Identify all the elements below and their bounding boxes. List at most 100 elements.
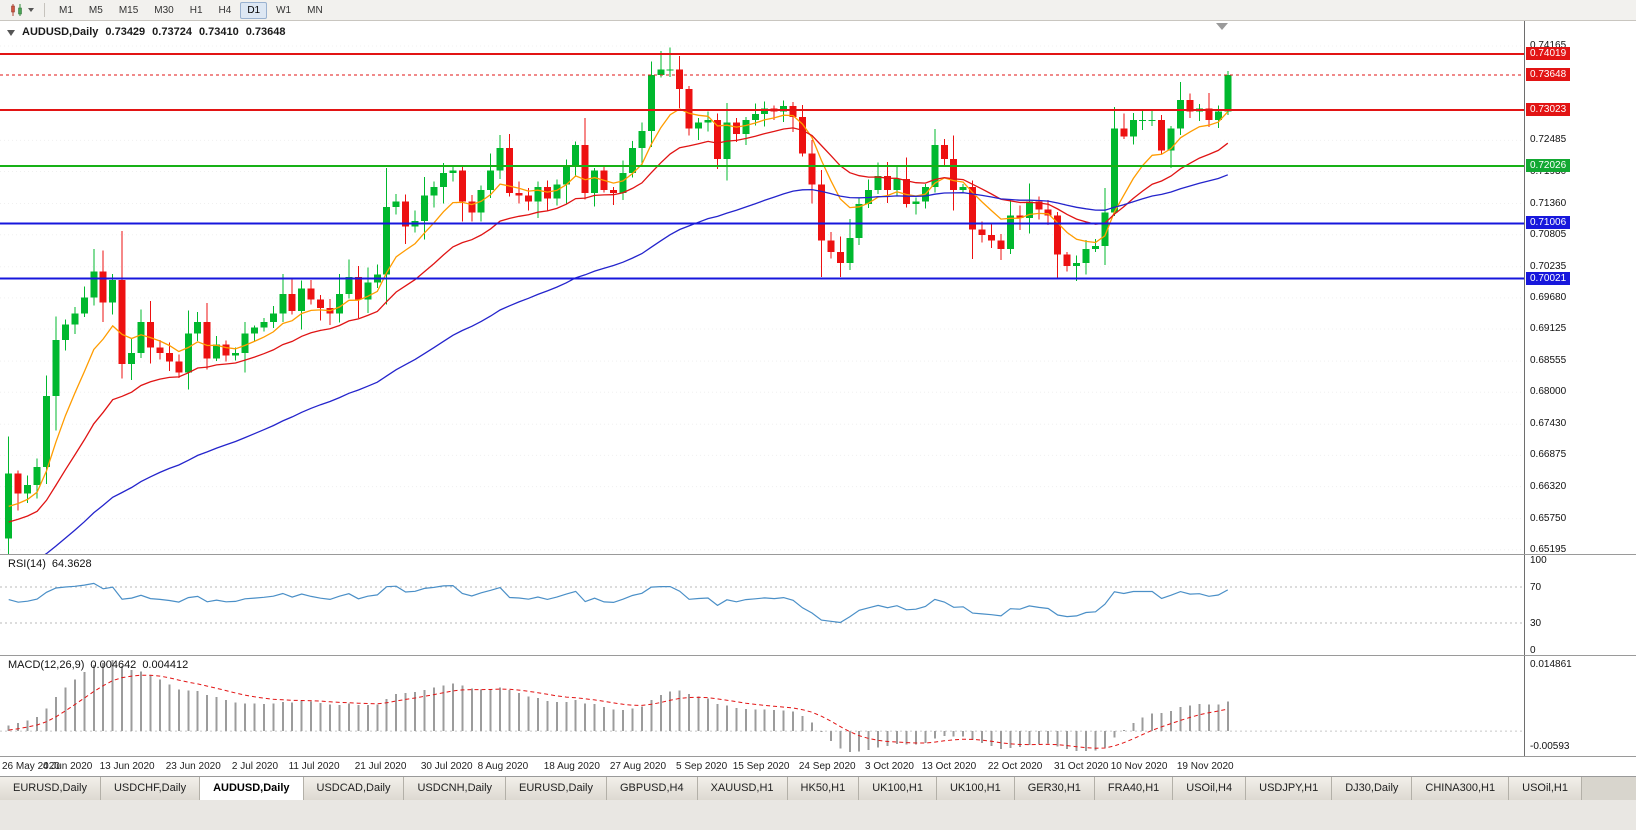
price-tick: 0.66875	[1530, 449, 1567, 461]
price-badge: 0.70021	[1526, 271, 1571, 285]
date-label: 19 Nov 2020	[1176, 761, 1234, 772]
rsi-axis[interactable]: 100 70 30 0	[1524, 555, 1636, 656]
price-tick: 0.66320	[1530, 480, 1567, 492]
ohlc-high: 0.73724	[152, 26, 192, 38]
chart-tab-dj30-daily[interactable]: DJ30,Daily	[1332, 777, 1413, 800]
macd-axis-max: 0.014861	[1530, 659, 1572, 670]
price-tick: 0.65750	[1530, 512, 1567, 524]
price-tick: 0.68000	[1530, 386, 1567, 398]
chart-tab-gbpusd-h4[interactable]: GBPUSD,H4	[607, 777, 698, 800]
timeframe-button-h4[interactable]: H4	[218, 4, 232, 16]
price-badge: 0.74019	[1526, 47, 1571, 61]
candlestick-chart[interactable]	[0, 21, 1524, 554]
macd-current-value: 0.004642	[90, 659, 137, 671]
ohlc-open: 0.73429	[105, 26, 146, 38]
date-label: 21 Jul 2020	[354, 761, 407, 772]
rsi-axis-tick: 0	[1530, 645, 1536, 656]
timeframe-button-mn[interactable]: MN	[307, 4, 323, 16]
date-label: 22 Oct 2020	[987, 761, 1043, 772]
chart-tab-hk50-h1[interactable]: HK50,H1	[787, 777, 860, 800]
macd-indicator-panel: MACD(12,26,9) 0.004642 0.004412 0.014861…	[0, 655, 1636, 756]
price-badge: 0.72026	[1526, 159, 1571, 173]
price-tick: 0.69125	[1530, 323, 1567, 335]
chart-type-button[interactable]	[5, 1, 38, 19]
date-label: 13 Oct 2020	[921, 761, 977, 772]
right-shift-marker-icon	[1216, 23, 1228, 30]
price-tick: 0.65195	[1530, 543, 1567, 555]
date-axis[interactable]: 26 May 2020 4 Jun 2020 13 Jun 2020 23 Jun 2…	[0, 756, 1636, 776]
rsi-plot[interactable]	[0, 555, 1524, 655]
macd-label: MACD(12,26,9) 0.004642 0.004412	[8, 659, 188, 671]
rsi-axis-tick: 30	[1530, 618, 1542, 629]
rsi-line-chart[interactable]	[0, 555, 1524, 655]
date-label: 3 Oct 2020	[865, 761, 914, 772]
chart-tab-fra40-h1[interactable]: FRA40,H1	[1094, 777, 1174, 800]
date-label: 11 Jul 2020	[288, 761, 340, 772]
price-tick: 0.67430	[1530, 418, 1567, 430]
date-label: 10 Nov 2020	[1110, 761, 1168, 772]
macd-axis[interactable]: 0.014861 -0.00593	[1524, 656, 1636, 756]
macd-histogram-chart[interactable]	[0, 656, 1524, 756]
date-label: 26 May 2020	[2, 761, 60, 772]
chart-symbol-period: AUDUSD,Daily	[22, 26, 99, 38]
price-tick: 0.71360	[1530, 197, 1567, 209]
timeframe-button-m15[interactable]: M15	[118, 4, 139, 16]
date-label: 4 Jun 2020	[42, 761, 93, 772]
rsi-label: RSI(14) 64.3628	[8, 558, 92, 570]
chart-tab-uk100-h1[interactable]: UK100,H1	[859, 777, 937, 800]
price-badge: 0.71006	[1526, 216, 1571, 230]
chart-tab-usoil-h1[interactable]: USOil,H1	[1509, 777, 1582, 800]
chart-tab-uk100-h1[interactable]: UK100,H1	[936, 777, 1015, 800]
chevron-down-icon	[28, 8, 34, 12]
timeframe-button-m30[interactable]: M30	[154, 4, 174, 16]
date-label: 30 Jul 2020	[420, 761, 473, 772]
chart-tab-usdcad-daily[interactable]: USDCAD,Daily	[303, 777, 405, 800]
timeframe-buttons: M1 M5 M15 M30 H1 H4 D1 W1 MN	[51, 1, 331, 19]
main-chart-plot[interactable]: AUDUSD,Daily 0.73429 0.73724 0.73410 0.7…	[0, 21, 1524, 554]
price-badge: 0.73648	[1526, 68, 1571, 82]
chart-window: AUDUSD,Daily 0.73429 0.73724 0.73410 0.7…	[0, 21, 1636, 555]
date-label: 5 Sep 2020	[676, 761, 728, 772]
price-axis[interactable]: 0.741650.724850.719300.713600.708050.702…	[1524, 21, 1636, 555]
date-label: 2 Jul 2020	[231, 761, 279, 772]
ohlc-close: 0.73648	[245, 26, 286, 38]
rsi-indicator-panel: RSI(14) 64.3628 100 70 30 0	[0, 554, 1636, 656]
chart-tab-ger30-h1[interactable]: GER30,H1	[1014, 777, 1095, 800]
date-label: 13 Jun 2020	[99, 761, 155, 772]
date-label: 31 Oct 2020	[1054, 761, 1109, 772]
chart-tab-eurusd-daily[interactable]: EURUSD,Daily	[506, 777, 607, 800]
price-tick: 0.74165	[1530, 39, 1567, 51]
date-label: 18 Aug 2020	[543, 761, 600, 772]
one-click-trading-toggle-icon[interactable]	[7, 30, 15, 36]
chart-tab-eurusd-daily[interactable]: EURUSD,Daily	[0, 777, 101, 800]
candlestick-chart-icon	[11, 4, 22, 16]
chart-tab-usoil-h4[interactable]: USOil,H4	[1173, 777, 1247, 800]
macd-plot[interactable]	[0, 656, 1524, 756]
timeframe-button-m5[interactable]: M5	[88, 4, 103, 16]
chart-tab-audusd-daily[interactable]: AUDUSD,Daily	[200, 777, 304, 800]
rsi-current-value: 64.3628	[51, 558, 92, 570]
chart-tab-bar: EURUSD,Daily USDCHF,Daily AUDUSD,Daily USDC…	[0, 776, 1636, 800]
price-tick: 0.72485	[1530, 134, 1567, 146]
timeframe-button-h1[interactable]: H1	[189, 4, 203, 16]
chart-tab-xauusd-h1[interactable]: XAUUSD,H1	[697, 777, 788, 800]
rsi-axis-tick: 100	[1530, 555, 1547, 566]
timeframe-button-w1[interactable]: W1	[276, 4, 292, 16]
bottom-spacer	[0, 800, 1636, 830]
chart-tab-usdchf-daily[interactable]: USDCHF,Daily	[100, 777, 201, 800]
chart-tab-usdjpy-h1[interactable]: USDJPY,H1	[1246, 777, 1333, 800]
macd-indicator-name: MACD(12,26,9)	[8, 659, 85, 671]
timeframe-button-m1[interactable]: M1	[59, 4, 73, 16]
chart-tab-usdcnh-daily[interactable]: USDCNH,Daily	[404, 777, 507, 800]
rsi-axis-tick: 70	[1530, 582, 1542, 593]
macd-axis-min: -0.00593	[1530, 741, 1570, 752]
price-badge: 0.73023	[1526, 103, 1571, 117]
chart-tab-china300-h1[interactable]: CHINA300,H1	[1412, 777, 1510, 800]
date-label: 24 Sep 2020	[798, 761, 856, 772]
date-label: 15 Sep 2020	[732, 761, 790, 772]
date-label: 8 Aug 2020	[477, 761, 529, 772]
price-tick: 0.69680	[1530, 291, 1567, 303]
date-label: 23 Jun 2020	[165, 761, 221, 772]
price-tick: 0.68555	[1530, 355, 1567, 367]
timeframe-button-d1[interactable]: D1	[240, 1, 268, 19]
